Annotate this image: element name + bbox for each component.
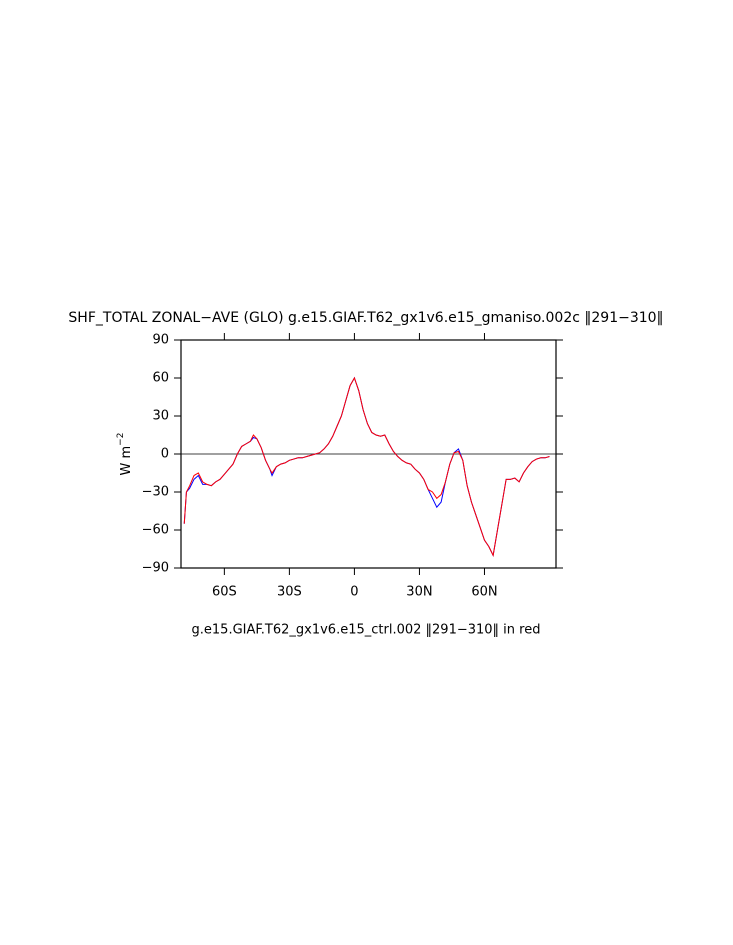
series-line xyxy=(183,376,550,557)
chart-title: SHF_TOTAL ZONAL−AVE (GLO) g.e15.GIAF.T62… xyxy=(68,310,663,326)
plot-frame xyxy=(180,339,557,569)
y-tick-label: 30 xyxy=(152,409,169,424)
y-axis-label-superscript: −2 xyxy=(116,433,126,446)
y-tick-label: −30 xyxy=(142,485,169,500)
x-tick-label: 60S xyxy=(212,585,237,600)
chart-subtitle: g.e15.GIAF.T62_gx1v6.e15_ctrl.002 ‖291−3… xyxy=(192,623,541,638)
y-tick-label: 90 xyxy=(152,333,169,348)
y-tick-label: −60 xyxy=(142,523,169,538)
y-axis-label-base: W m xyxy=(119,446,134,476)
y-tick-label: 60 xyxy=(152,371,169,386)
x-tick-label: 60N xyxy=(471,585,497,600)
y-tick-label: 0 xyxy=(161,447,169,462)
x-tick-label: 30N xyxy=(406,585,432,600)
series-line xyxy=(183,376,550,557)
x-tick-label: 0 xyxy=(350,585,358,600)
y-axis-label: W m−2 xyxy=(116,433,134,476)
x-tick-label: 30S xyxy=(277,585,302,600)
y-tick-label: −90 xyxy=(142,561,169,576)
